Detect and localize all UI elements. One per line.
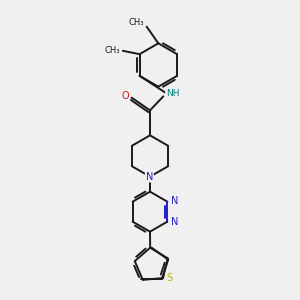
Text: CH₃: CH₃ [128,18,144,27]
Text: N: N [146,172,153,182]
Text: CH₃: CH₃ [104,46,120,55]
Text: NH: NH [166,89,179,98]
Text: O: O [122,91,130,101]
Text: S: S [166,273,172,283]
Text: N: N [171,196,178,206]
Text: N: N [171,217,178,227]
